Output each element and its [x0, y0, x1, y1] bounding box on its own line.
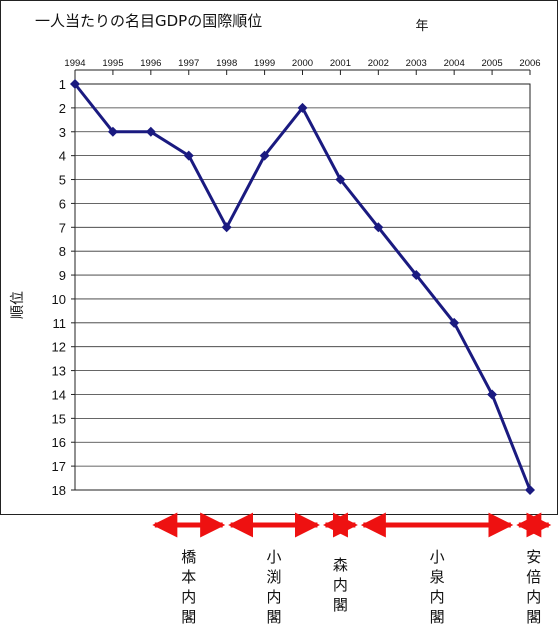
chart-title: 一人当たりの名目GDPの国際順位 [35, 12, 262, 30]
gridlines [71, 69, 531, 491]
y-tick-label: 4 [59, 149, 66, 164]
cabinet-label-char: 閣 [267, 608, 282, 626]
y-tick-label: 8 [59, 244, 66, 259]
cabinet-label-char: 森 [333, 556, 348, 574]
x-tick-label: 1996 [140, 58, 161, 69]
cabinet-label-char: 倍 [526, 568, 541, 586]
cabinet-label-char: 閣 [333, 596, 348, 614]
x-tick-label: 2006 [519, 58, 540, 69]
data-point [449, 317, 460, 328]
y-tick-label: 6 [59, 196, 66, 211]
data-point [70, 79, 80, 89]
y-tick-label: 14 [52, 387, 66, 402]
cabinet-label-char: 内 [526, 588, 541, 606]
data-point [525, 485, 535, 495]
data-point [487, 389, 498, 400]
x-tick-labels: 1994 1995 1996 1997 1998 1999 2000 2001 2002 2003… [64, 58, 540, 69]
y-tick-label: 1 [59, 77, 66, 92]
y-tick-label: 13 [52, 364, 66, 379]
cabinet-label-char: 内 [333, 576, 348, 594]
cabinet-label-char: 小 [430, 548, 445, 566]
cabinet-label-char: 橋 [181, 548, 196, 566]
y-tick-label: 7 [59, 220, 66, 235]
data-point [107, 126, 118, 137]
y-tick-label: 5 [59, 173, 66, 188]
data-point [221, 222, 232, 233]
x-tick-label: 2004 [444, 58, 465, 69]
y-tick-label: 10 [52, 292, 66, 307]
x-tick-label: 2002 [368, 58, 389, 69]
y-tick-label: 2 [59, 101, 66, 116]
cabinet-label-char: 閣 [181, 608, 196, 626]
data-point [411, 270, 422, 281]
cabinet-label-char: 閣 [526, 608, 541, 626]
x-tick-label: 2003 [406, 58, 427, 69]
y-tick-label: 17 [52, 459, 66, 474]
y-tick-label: 18 [52, 483, 66, 498]
cabinet-label-char: 渕 [267, 568, 282, 586]
x-tick-label: 1994 [64, 58, 85, 69]
cabinet-label-char: 泉 [430, 568, 445, 586]
x-tick-label: 2005 [482, 58, 503, 69]
data-point [145, 126, 156, 137]
x-tick-label: 2000 [292, 58, 313, 69]
cabinet-label-char: 本 [181, 568, 196, 586]
x-tick-label: 1995 [102, 58, 123, 69]
y-tick-label: 12 [52, 340, 66, 355]
x-axis-label: 年 [415, 19, 428, 34]
cabinet-label-char: 小 [267, 548, 282, 566]
x-tick-label: 1998 [216, 58, 237, 69]
data-point [335, 174, 346, 185]
cabinet-label-char: 内 [430, 588, 445, 606]
cabinet-label-char: 安 [526, 548, 541, 566]
data-point [297, 102, 308, 113]
cabinet-label-char: 内 [181, 588, 196, 606]
y-tick-label: 11 [53, 316, 67, 331]
y-tick-label: 9 [59, 268, 66, 283]
cabinet-label-char: 閣 [430, 608, 445, 626]
y-axis-label: 順位 [10, 291, 26, 319]
y-tick-label: 16 [52, 435, 66, 450]
cabinet-label-char: 内 [267, 588, 282, 606]
y-tick-label: 15 [52, 411, 66, 426]
y-tick-label: 3 [59, 125, 66, 140]
data-point [183, 150, 194, 161]
data-point [259, 150, 270, 161]
x-tick-label: 1997 [178, 58, 199, 69]
x-tick-label: 1999 [254, 58, 275, 69]
x-tick-label: 2001 [330, 58, 351, 69]
series-rank [70, 79, 535, 495]
chart-frame [0, 0, 558, 515]
data-point [373, 222, 384, 233]
